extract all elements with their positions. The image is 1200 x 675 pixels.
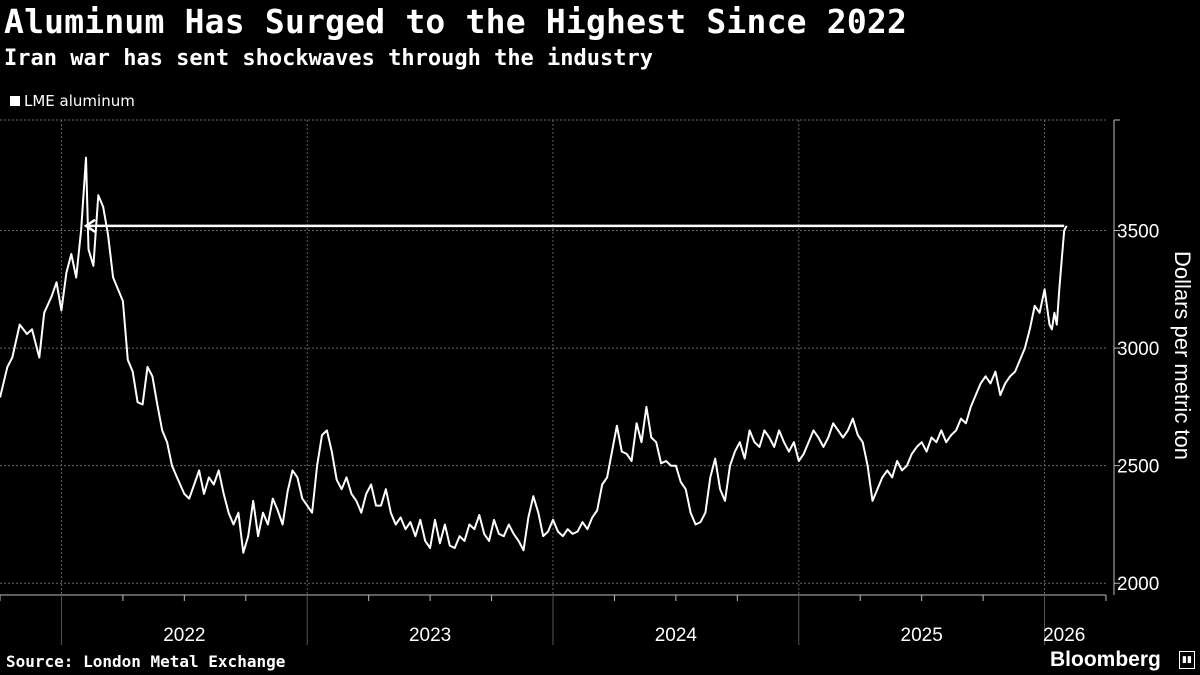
annotation-arrow-head [83, 218, 96, 233]
legend: LME aluminum [10, 92, 135, 110]
y-tick-label: 3000 [1117, 339, 1159, 360]
x-tick-label: 2022 [163, 625, 205, 646]
legend-label: LME aluminum [24, 92, 135, 110]
x-tick-label: 2023 [409, 625, 451, 646]
y-tick-label: 2500 [1117, 457, 1159, 478]
chart-subtitle: Iran war has sent shockwaves through the… [4, 46, 654, 71]
x-tick-label: 2025 [901, 625, 943, 646]
y-tick-label: 3500 [1117, 222, 1159, 243]
x-tick-label: 2024 [655, 625, 698, 646]
chart-title: Aluminum Has Surged to the Highest Since… [4, 2, 908, 41]
legend-swatch [10, 96, 20, 106]
series-line [0, 156, 1068, 554]
x-tick-label: 2026 [1043, 625, 1085, 646]
y-tick-label: 2000 [1117, 574, 1159, 595]
bloomberg-badge-icon: ▮▮ [1179, 651, 1195, 669]
bloomberg-logo: Bloomberg [1050, 648, 1161, 671]
y-axis-title: Dollars per metric ton [1170, 251, 1195, 460]
source-note: Source: London Metal Exchange [6, 652, 286, 671]
